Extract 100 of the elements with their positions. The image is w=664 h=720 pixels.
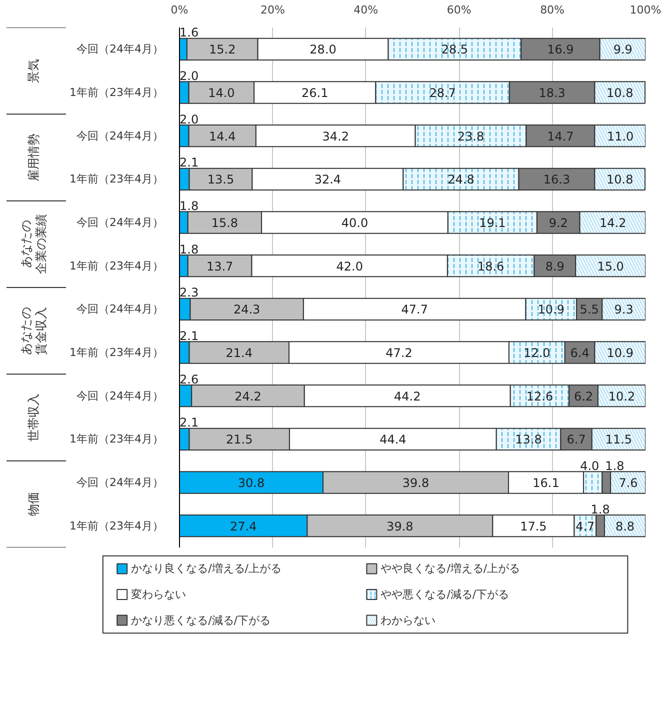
data-label: 13.7 (206, 259, 234, 274)
data-label: 4.0 (580, 458, 600, 473)
data-label: 40.0 (341, 216, 368, 230)
data-label: 10.8 (606, 172, 634, 187)
y-tick-label: 今回（24年4月） (76, 389, 164, 402)
data-label: 14.7 (547, 129, 574, 144)
data-label: 2.6 (180, 372, 199, 386)
y-tick-label: 1年前（23年4月） (70, 86, 164, 99)
data-label: 10.8 (606, 86, 634, 100)
data-label: 2.1 (180, 416, 199, 430)
y-tick-label: 今回（24年4月） (76, 216, 164, 229)
data-label: 15.0 (597, 259, 624, 274)
data-label: 2.1 (180, 328, 199, 343)
data-label: 28.5 (441, 42, 468, 57)
y-tick-label: 1年前（23年4月） (70, 519, 164, 532)
data-label: 11.5 (605, 432, 632, 447)
data-label: 26.1 (302, 86, 328, 100)
data-label: 24.8 (448, 172, 474, 187)
data-label: 34.2 (322, 129, 349, 144)
data-label: 2.1 (180, 156, 199, 170)
text: 雇用情勢 (26, 134, 40, 182)
data-label: 1.8 (180, 198, 199, 213)
x-tick-label: 0% (170, 4, 188, 16)
x-tick-label: 100% (630, 4, 662, 16)
data-label: 44.4 (380, 432, 406, 447)
data-label: 1.8 (590, 502, 610, 516)
x-tick-label: 20% (260, 4, 285, 16)
text: あなたの企業の業績 (18, 214, 48, 274)
legend-label: かなり良くなる/増える/上がる (131, 562, 282, 576)
data-label: 16.1 (532, 476, 560, 490)
data-label: 32.4 (314, 172, 342, 187)
data-label: 15.2 (209, 42, 236, 57)
data-label: 6.7 (566, 432, 586, 447)
data-label: 1.8 (180, 242, 199, 256)
data-label: 8.8 (615, 519, 635, 534)
legend-label: やや良くなる/増える/上がる (380, 562, 520, 576)
data-label: 13.8 (515, 432, 542, 447)
data-label: 16.9 (547, 42, 574, 57)
data-label: 42.0 (336, 259, 363, 274)
data-label: 24.3 (233, 302, 260, 317)
data-label: 2.3 (180, 286, 199, 300)
x-tick-label: 60% (446, 4, 472, 16)
data-label: 39.8 (402, 476, 430, 490)
data-label: 6.2 (574, 389, 594, 404)
data-label: 2.0 (180, 112, 199, 126)
x-tick-label: 80% (540, 4, 565, 16)
data-label: 16.3 (543, 172, 570, 187)
data-label: 13.5 (207, 172, 234, 187)
data-label: 14.4 (209, 129, 236, 144)
data-label: 19.1 (479, 216, 506, 230)
data-label: 15.8 (211, 216, 238, 230)
text: 物価 (26, 492, 40, 516)
data-label: 1.6 (180, 26, 199, 40)
data-label: 8.9 (545, 259, 564, 274)
y-tick-label: 今回（24年4月） (76, 302, 164, 316)
data-label: 18.6 (477, 259, 504, 274)
data-label: 12.0 (524, 346, 550, 360)
data-label: 6.4 (570, 346, 590, 360)
data-label: 1.8 (605, 458, 624, 473)
data-label: 10.9 (538, 302, 564, 317)
data-label: 14.0 (208, 86, 235, 100)
data-label: 10.2 (608, 389, 636, 404)
data-label: 4.7 (576, 519, 595, 534)
data-label: 14.2 (600, 216, 626, 230)
data-label: 7.6 (618, 476, 638, 490)
data-label: 39.8 (386, 519, 414, 534)
text: 世帯収入 (26, 394, 40, 442)
data-label: 2.0 (180, 68, 199, 83)
y-tick-label: 1年前（23年4月） (70, 172, 164, 186)
data-label: 5.5 (580, 302, 599, 317)
data-label: 47.7 (401, 302, 428, 317)
data-label: 47.2 (386, 346, 412, 360)
legend-label: やや悪くなる/減る/下がる (380, 588, 510, 601)
data-label: 21.4 (226, 346, 253, 360)
data-label: 18.3 (538, 86, 566, 100)
y-tick-label: 今回（24年4月） (76, 476, 164, 489)
data-label: 10.9 (606, 346, 634, 360)
data-label: 44.2 (394, 389, 421, 404)
y-tick-label: 1年前（23年4月） (70, 346, 164, 359)
data-label: 11.0 (606, 129, 634, 144)
text: 景気 (26, 58, 40, 83)
data-label: 24.2 (234, 389, 262, 404)
data-label: 9.9 (613, 42, 632, 57)
data-label: 17.5 (520, 519, 547, 534)
data-label: 9.2 (548, 216, 568, 230)
legend-label: かなり悪くなる/減る/下がる (131, 614, 271, 627)
data-label: 28.7 (429, 86, 456, 100)
legend-label: 変わらない (131, 588, 186, 601)
data-label: 28.0 (310, 42, 336, 57)
data-label: 30.8 (238, 476, 265, 490)
data-label: 9.3 (614, 302, 634, 317)
y-tick-label: 今回（24年4月） (76, 42, 164, 56)
y-tick-label: 1年前（23年4月） (70, 259, 164, 272)
legend-label: わからない (380, 614, 436, 627)
text: あなたの賃金収入 (18, 306, 48, 355)
y-tick-label: 今回（24年4月） (76, 129, 164, 142)
x-tick-label: 40% (354, 4, 378, 16)
data-label: 21.5 (226, 432, 253, 447)
data-label: 23.8 (457, 129, 484, 144)
data-label: 27.4 (230, 519, 257, 534)
